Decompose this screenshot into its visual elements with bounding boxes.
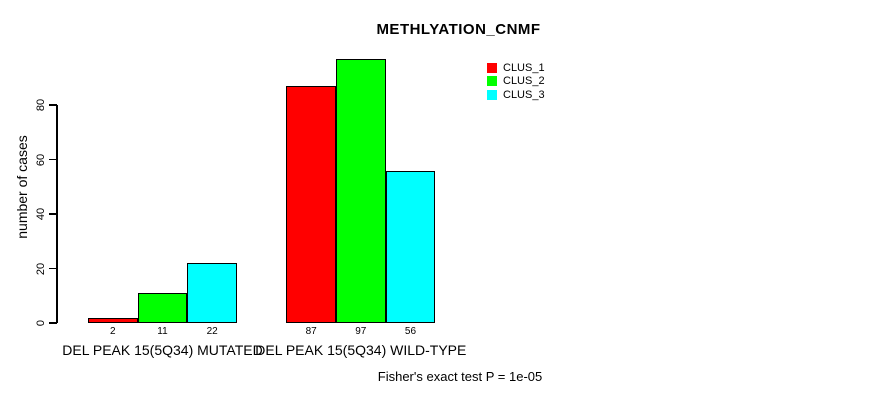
chart-title: METHLYATION_CNMF (376, 21, 541, 38)
y-axis-tick-label: 80 (34, 99, 47, 112)
bar-value-label: 56 (404, 326, 417, 338)
legend-row: CLUS_3 (487, 88, 545, 102)
bar-clus_3-group2 (385, 170, 436, 324)
y-axis-tick (48, 267, 57, 270)
y-axis-tick (48, 158, 57, 161)
y-axis-label: number of cases (14, 135, 30, 239)
y-axis-tick-label: 0 (34, 320, 47, 327)
y-axis-tick (48, 104, 57, 106)
y-axis-tick (48, 213, 57, 215)
bar-value-label: 2 (110, 326, 116, 338)
y-axis-tick-label: 60 (34, 153, 47, 166)
y-axis-line (56, 105, 58, 323)
legend-row: CLUS_2 (487, 75, 545, 89)
legend-label: CLUS_2 (503, 75, 545, 88)
bar-clus_2-group2 (335, 58, 386, 324)
bar-value-label: 87 (305, 326, 317, 338)
bar-value-label: 22 (206, 326, 218, 338)
y-axis-tick-label: 40 (34, 208, 47, 221)
bar-clus_1-group2 (286, 86, 336, 324)
legend-swatch-clus_2 (487, 76, 497, 87)
x-axis-group-label: DEL PEAK 15(5Q34) WILD-TYPE (255, 342, 467, 358)
legend-swatch-clus_3 (487, 89, 497, 100)
bar-value-label: 11 (157, 326, 168, 338)
legend-swatch-clus_1 (487, 62, 497, 73)
y-axis-tick-label: 20 (34, 262, 47, 275)
bar-clus_3-group1 (187, 263, 237, 324)
legend: CLUS_1 CLUS_2 CLUS_3 (487, 61, 545, 102)
legend-label: CLUS_3 (503, 88, 545, 101)
bar-clus_2-group1 (137, 293, 188, 324)
y-axis-tick (48, 322, 57, 324)
footnote-fisher-test: Fisher's exact test P = 1e-05 (377, 369, 543, 384)
x-axis-group-label: DEL PEAK 15(5Q34) MUTATED (62, 342, 263, 358)
bar-value-label: 97 (355, 326, 367, 338)
bar-clus_1-group1 (88, 317, 138, 324)
legend-label: CLUS_1 (503, 61, 545, 74)
legend-row: CLUS_1 (487, 61, 545, 75)
